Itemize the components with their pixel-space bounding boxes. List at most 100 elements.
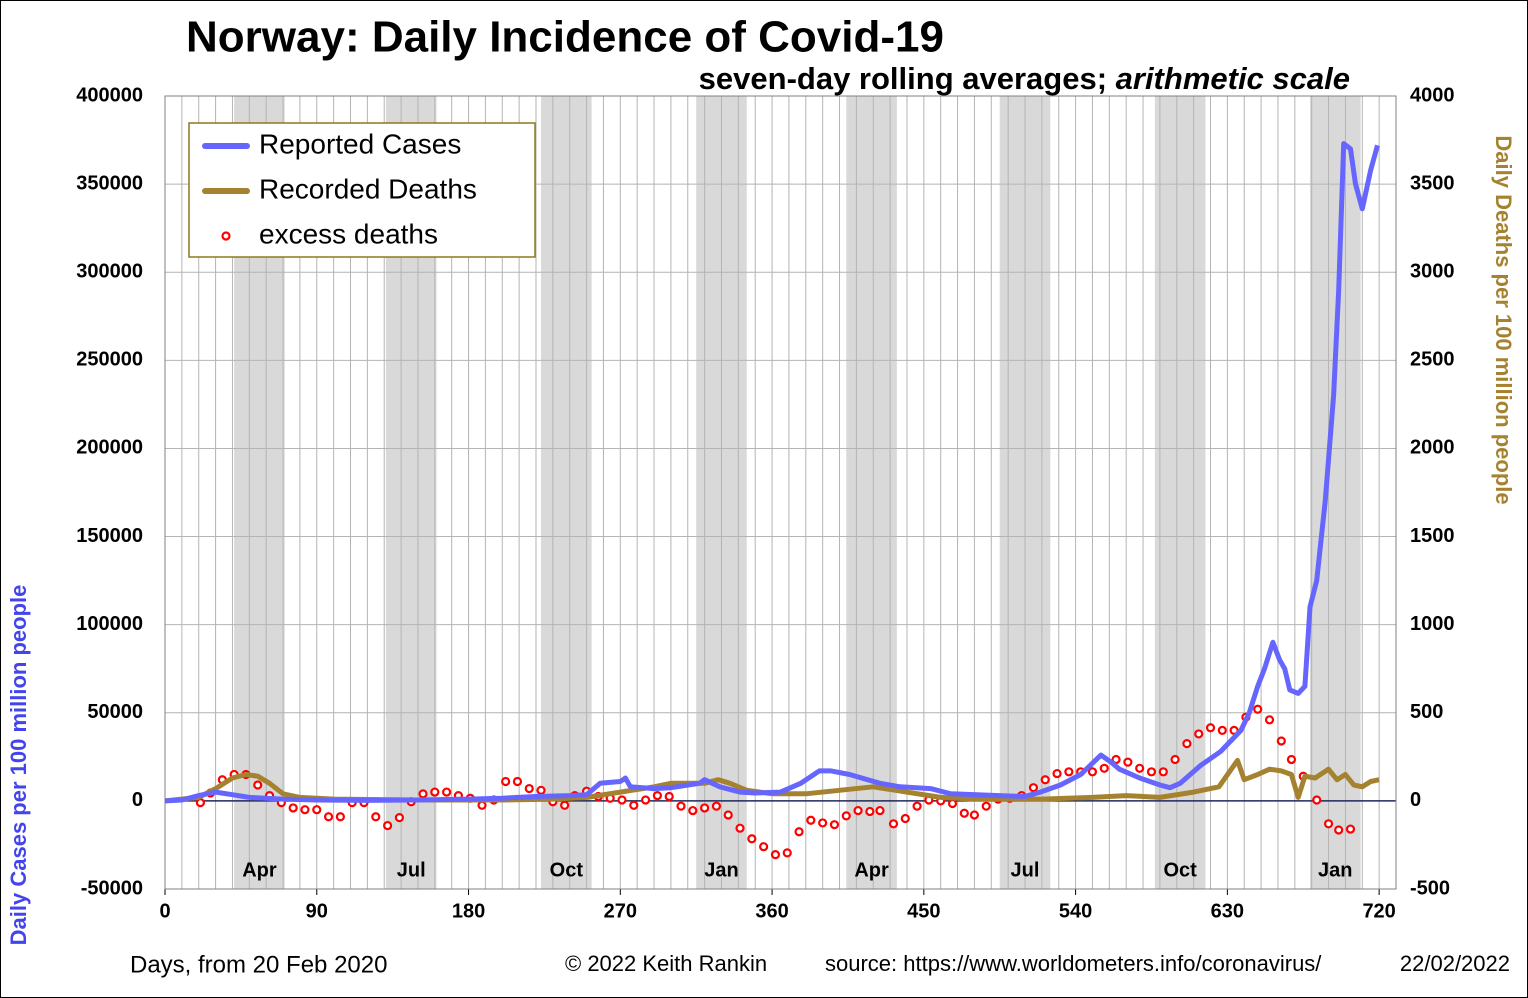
excess-death-point — [676, 801, 686, 811]
excess-death-point — [335, 812, 345, 822]
excess-death-point — [617, 795, 627, 805]
excess-death-point — [501, 776, 511, 787]
excess-death-point — [300, 805, 310, 815]
y-tick-label: 100000 — [76, 613, 143, 635]
excess-death-point — [1064, 767, 1074, 777]
excess-death-point — [418, 789, 428, 799]
y2-tick-label: 4000 — [1410, 84, 1455, 106]
excess-death-point — [312, 805, 322, 815]
excess-death-point — [1276, 736, 1286, 746]
subtitle-emphasis: arithmetic scale — [1116, 61, 1350, 96]
excess-death-point — [853, 805, 863, 816]
y-tick-label: -50000 — [81, 877, 143, 899]
month-band — [541, 96, 592, 889]
excess-death-point — [536, 785, 546, 795]
excess-death-point — [1194, 729, 1204, 739]
excess-death-point — [1158, 767, 1168, 777]
excess-death-point — [382, 820, 393, 831]
excess-death-point — [770, 850, 781, 860]
excess-death-point — [723, 810, 733, 820]
y2-tick-label: 1500 — [1410, 525, 1455, 547]
excess-death-point — [512, 776, 523, 787]
excess-death-point — [900, 813, 910, 824]
excess-death-point — [782, 848, 792, 858]
excess-death-point — [253, 780, 263, 790]
legend-label: Reported Cases — [259, 128, 461, 159]
excess-death-point — [1182, 739, 1192, 749]
excess-death-point — [947, 798, 958, 809]
y-tick-label: 200000 — [76, 437, 143, 459]
month-band-label: Oct — [550, 859, 584, 881]
month-band-label: Jan — [1318, 859, 1352, 881]
y2-tick-label: 3000 — [1410, 261, 1455, 283]
x-tick-label: 270 — [604, 900, 637, 922]
y-tick-label: 150000 — [76, 525, 143, 547]
excess-death-point — [664, 791, 674, 802]
x-tick-label: 180 — [452, 900, 485, 922]
excess-death-point — [1099, 763, 1109, 773]
x-tick-label: 450 — [907, 900, 940, 922]
date: 22/02/2022 — [1400, 951, 1510, 976]
excess-death-point — [371, 812, 381, 822]
month-band-label: Apr — [854, 859, 889, 881]
y2-tick-label: 2500 — [1410, 349, 1455, 371]
excess-death-point — [1323, 819, 1334, 829]
excess-death-point — [700, 803, 710, 813]
y2-tick-label: -500 — [1410, 877, 1450, 899]
excess-death-point — [1170, 754, 1180, 765]
excess-death-point — [912, 801, 922, 811]
y2-axis-label: Daily Deaths per 100 million people — [1491, 135, 1516, 504]
excess-death-point — [1345, 824, 1356, 834]
month-band-label: Apr — [242, 859, 277, 881]
month-band — [1309, 96, 1361, 889]
excess-death-point — [1040, 775, 1050, 785]
x-tick-label: 360 — [755, 900, 788, 922]
legend: Reported Cases Recorded Deaths excess deat… — [188, 122, 536, 258]
excess-death-point — [1264, 715, 1275, 725]
excess-death-point — [711, 801, 722, 811]
excess-death-point — [1312, 795, 1322, 805]
excess-death-point — [1135, 763, 1145, 773]
excess-death-point — [959, 808, 969, 818]
month-band — [846, 96, 897, 889]
legend-label: excess deaths — [259, 218, 438, 249]
x-tick-label: 0 — [159, 900, 170, 922]
plot-area: Apr Jul Oct Jan Apr Jul Oct Jan — [164, 95, 1397, 895]
excess-death-point — [1087, 767, 1098, 777]
excess-death-point — [969, 810, 980, 820]
excess-death-point — [442, 787, 452, 797]
excess-death-point — [1286, 754, 1297, 765]
excess-death-point — [323, 812, 334, 822]
y-axis-label: Daily Cases per 100 million people — [6, 585, 31, 946]
y-tick-label: 300000 — [76, 261, 143, 283]
excess-death-point — [1111, 754, 1121, 765]
excess-death-point — [524, 783, 534, 794]
legend-label: Recorded Deaths — [259, 173, 477, 204]
series-line — [164, 141, 1380, 804]
excess-death-point — [1253, 704, 1263, 714]
y2-tick-label: 2000 — [1410, 437, 1455, 459]
excess-death-point — [688, 805, 698, 816]
y2-tick-label: 3500 — [1410, 172, 1455, 194]
month-band — [1154, 96, 1206, 889]
excess-death-point — [759, 842, 769, 852]
source: source: https://www.worldometers.info/co… — [825, 951, 1322, 976]
excess-death-point — [1334, 825, 1344, 835]
y-tick-label: 400000 — [76, 84, 143, 106]
excess-death-point — [875, 805, 885, 816]
excess-death-point — [629, 800, 639, 810]
legend-swatch — [221, 231, 231, 241]
excess-death-point — [288, 803, 298, 813]
excess-death-point — [430, 787, 440, 797]
excess-death-point — [477, 800, 487, 810]
x-tick-label: 90 — [306, 900, 328, 922]
credit: © 2022 Keith Rankin — [565, 951, 767, 976]
chart-subtitle: seven-day rolling averages; arithmetic s… — [699, 61, 1350, 96]
y-tick-label: 350000 — [76, 172, 143, 194]
x-axis-label: Days, from 20 Feb 2020 — [130, 951, 387, 978]
chart-title: Norway: Daily Incidence of Covid-19 — [186, 13, 944, 62]
excess-death-point — [888, 819, 899, 829]
x-tick-label: 720 — [1362, 900, 1395, 922]
month-band-label: Oct — [1163, 859, 1197, 881]
